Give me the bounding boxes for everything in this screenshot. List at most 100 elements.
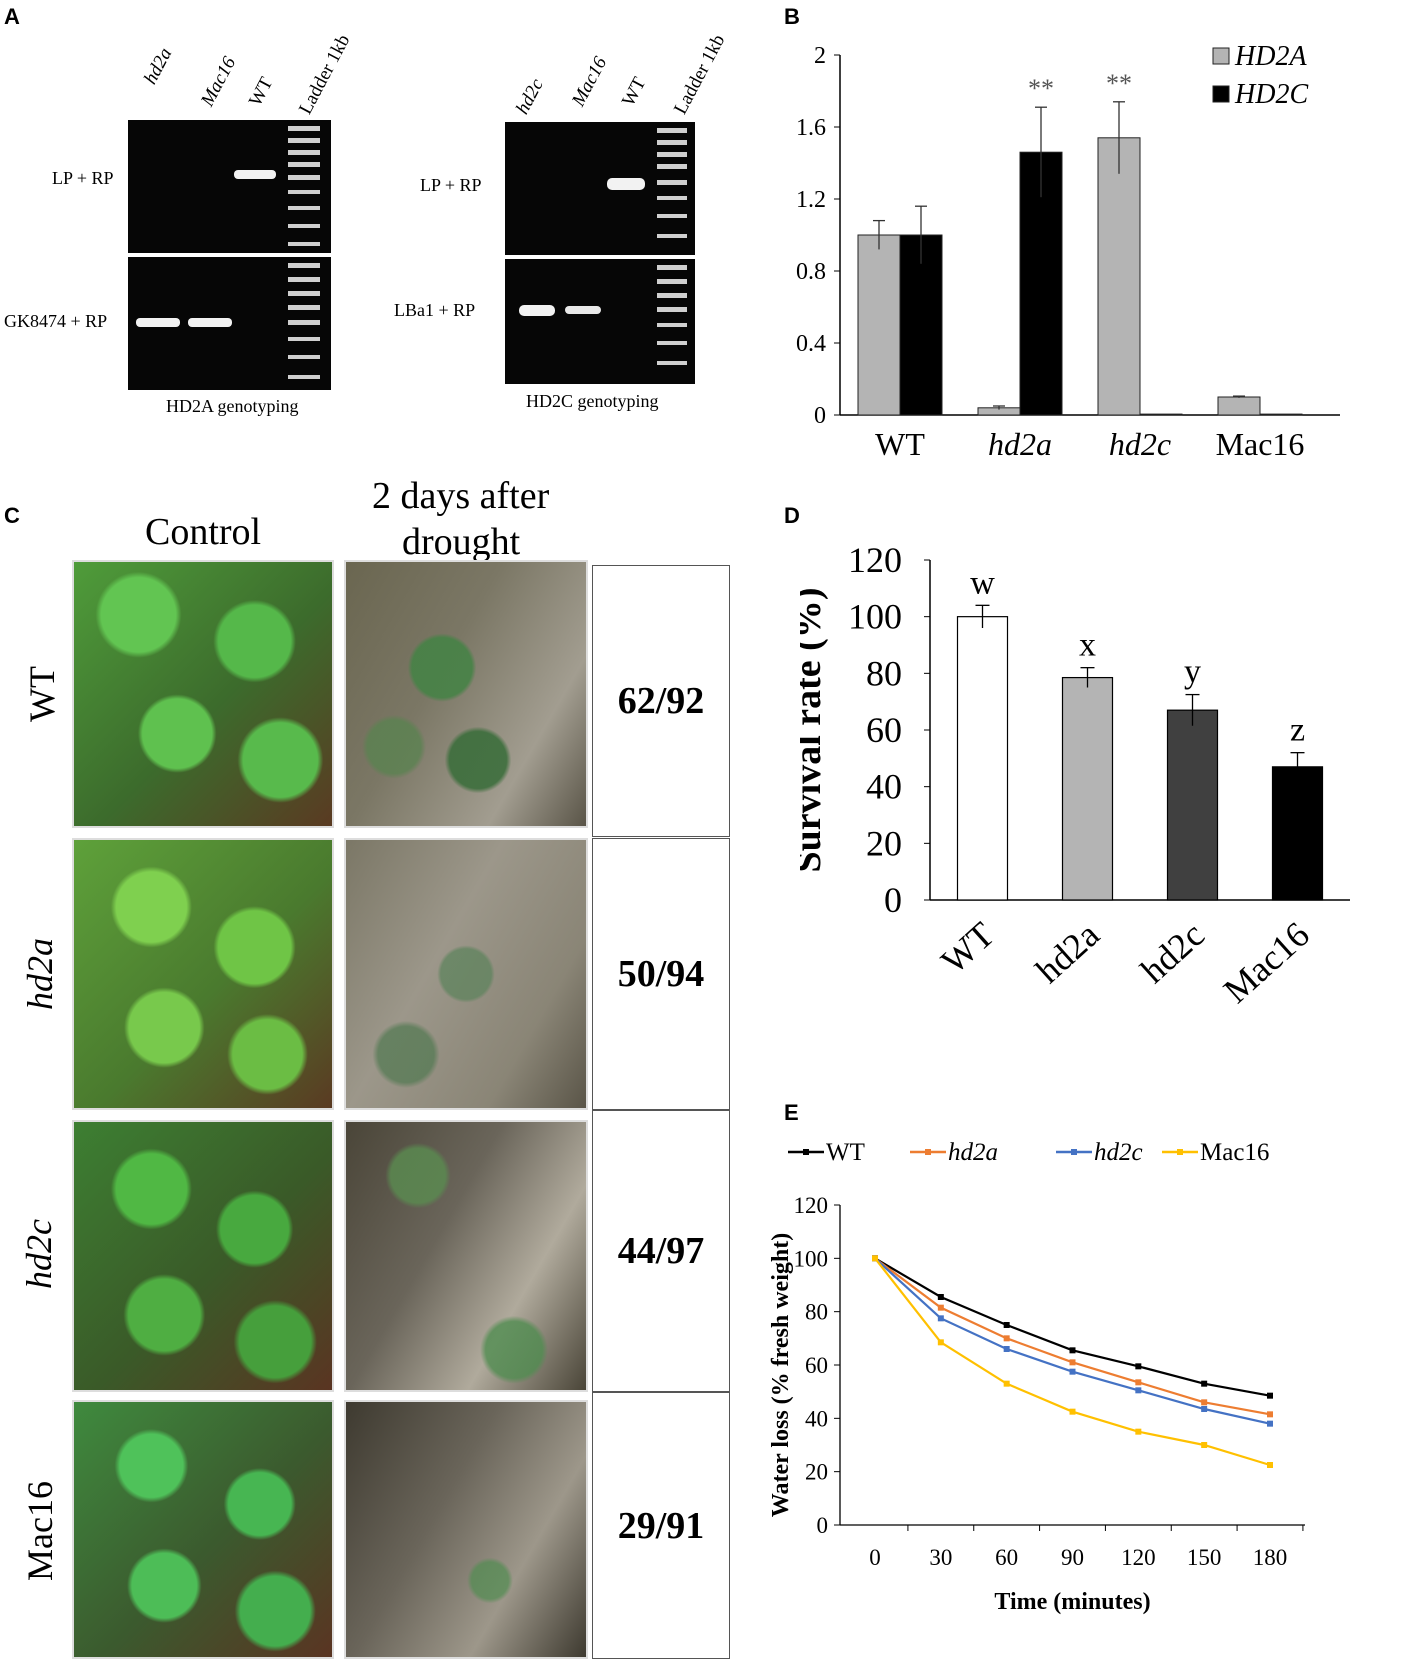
y-tick-label: 1.2 — [796, 187, 826, 213]
legend-label: hd2c — [1094, 1139, 1143, 1166]
bar — [899, 234, 943, 416]
chart-d-survival-rate: 0 20 40 60 80 100 120 Survival rate (%) w WT x hd2a… — [800, 540, 1350, 1011]
x-tick-label: 180 — [1253, 1545, 1288, 1570]
survival-count-hd2c: 44/97 — [592, 1110, 730, 1392]
photo-drought-wt — [344, 560, 588, 828]
y-tick-label: 120 — [848, 540, 902, 580]
significance-letter: z — [1290, 712, 1305, 749]
bar — [1271, 766, 1324, 901]
y-tick-label: 0.8 — [796, 259, 826, 285]
gel-caption: HD2A genotyping — [166, 396, 299, 416]
x-category-label: hd2a — [1028, 914, 1107, 991]
primer-label: LP + RP — [52, 168, 114, 188]
legend-label: WT — [826, 1139, 865, 1166]
x-category-label: WT — [875, 426, 925, 462]
bar — [1097, 137, 1141, 416]
photo-control-mac16 — [72, 1400, 334, 1659]
data-point — [1135, 1379, 1142, 1386]
y-tick-label: 0 — [884, 880, 902, 920]
chart-b-relative-expression: 00.40.81.21.62Relative expressionWThd2ah… — [796, 41, 1340, 462]
gel-lane-label: WT — [245, 73, 278, 110]
gel-lane-label: Mac16 — [568, 53, 612, 110]
gel-band — [234, 170, 276, 179]
data-point — [1135, 1387, 1142, 1394]
primer-label: LP + RP — [420, 175, 482, 195]
primer-label: LBa1 + RP — [394, 300, 476, 320]
survival-count-hd2a: 50/94 — [592, 838, 730, 1110]
legend-label: HD2C — [1234, 79, 1308, 110]
x-category-label: Mac16 — [1216, 426, 1305, 462]
y-tick-label: 0.4 — [796, 331, 826, 357]
bar — [1061, 676, 1114, 901]
significance-mark: ** — [1028, 74, 1054, 103]
data-point — [1135, 1428, 1142, 1435]
data-point — [937, 1315, 944, 1322]
gel-lane-label: Ladder 1kb — [670, 31, 730, 118]
row-label-hd2c: hd2c — [18, 1219, 59, 1289]
gel-caption: HD2C genotyping — [526, 391, 659, 411]
y-tick-label: 100 — [794, 1246, 829, 1271]
x-tick-label: 120 — [1121, 1545, 1156, 1570]
legend-marker — [803, 1149, 809, 1155]
x-tick-label: 60 — [995, 1545, 1018, 1570]
data-point — [1003, 1380, 1010, 1387]
x-tick-label: 90 — [1061, 1545, 1084, 1570]
legend-label: Mac16 — [1200, 1139, 1269, 1166]
photo-control-wt — [72, 560, 334, 828]
legend-label: hd2a — [948, 1139, 998, 1166]
data-point — [937, 1304, 944, 1311]
photo-drought-hd2a — [344, 838, 588, 1110]
gel-lane-label: hd2a — [140, 44, 177, 88]
gel-lane-label: Mac16 — [197, 53, 241, 110]
y-axis-title: Survival rate (%) — [800, 588, 829, 873]
y-tick-label: 100 — [848, 597, 902, 637]
legend-swatch — [1212, 85, 1230, 103]
bar — [1217, 396, 1261, 416]
photo-control-hd2c — [72, 1120, 334, 1392]
panel-label-c: C — [4, 503, 20, 528]
data-point — [1003, 1335, 1010, 1342]
gel-image-bottom — [128, 257, 331, 390]
data-point — [1069, 1368, 1076, 1375]
gel-image-top — [128, 120, 331, 253]
row-label-wt: WT — [21, 666, 62, 722]
panel-label-a: A — [4, 4, 20, 29]
data-point — [1267, 1411, 1273, 1418]
data-point — [1201, 1442, 1208, 1448]
data-point — [1069, 1408, 1076, 1415]
survival-count-mac16: 29/91 — [592, 1392, 730, 1659]
y-tick-label: 0 — [817, 1513, 829, 1538]
y-tick-label: 80 — [805, 1300, 828, 1325]
x-tick-label: 30 — [929, 1545, 952, 1570]
legend-marker — [925, 1149, 931, 1155]
panel-label-d: D — [784, 503, 800, 528]
survival-count-wt: 62/92 — [592, 565, 730, 837]
x-category-label: Mac16 — [1216, 914, 1317, 1011]
data-point — [1267, 1392, 1273, 1399]
significance-letter: y — [1184, 654, 1201, 691]
gel-image-top — [505, 122, 695, 255]
x-category-label: hd2c — [1109, 426, 1171, 462]
x-tick-label: 0 — [869, 1545, 881, 1570]
gel-band — [519, 305, 555, 316]
data-point — [1267, 1420, 1273, 1427]
panel-label-b: B — [784, 4, 800, 29]
y-tick-label: 120 — [794, 1193, 829, 1218]
x-category-label: WT — [933, 914, 1001, 981]
data-point — [937, 1294, 944, 1300]
legend-label: HD2A — [1234, 41, 1307, 72]
column-header-drought-line2: drought — [402, 521, 521, 563]
bar — [1139, 413, 1183, 416]
significance-mark: ** — [1106, 69, 1132, 98]
data-point — [1267, 1462, 1273, 1468]
chart-e-water-loss: 0 20 40 60 80 100 120 0 30 60 90 120 150 180 Time (min… — [770, 1139, 1305, 1615]
y-tick-label: 60 — [866, 710, 902, 750]
primer-label: GK8474 + RP — [4, 311, 108, 331]
gel-band — [607, 178, 645, 190]
x-category-label: hd2a — [988, 426, 1052, 462]
gel-lane-label: WT — [618, 73, 651, 110]
gel-lane-label: hd2c — [512, 75, 548, 118]
panel-label-e: E — [784, 1100, 799, 1125]
bar — [1166, 709, 1219, 901]
column-header-control: Control — [145, 511, 262, 553]
